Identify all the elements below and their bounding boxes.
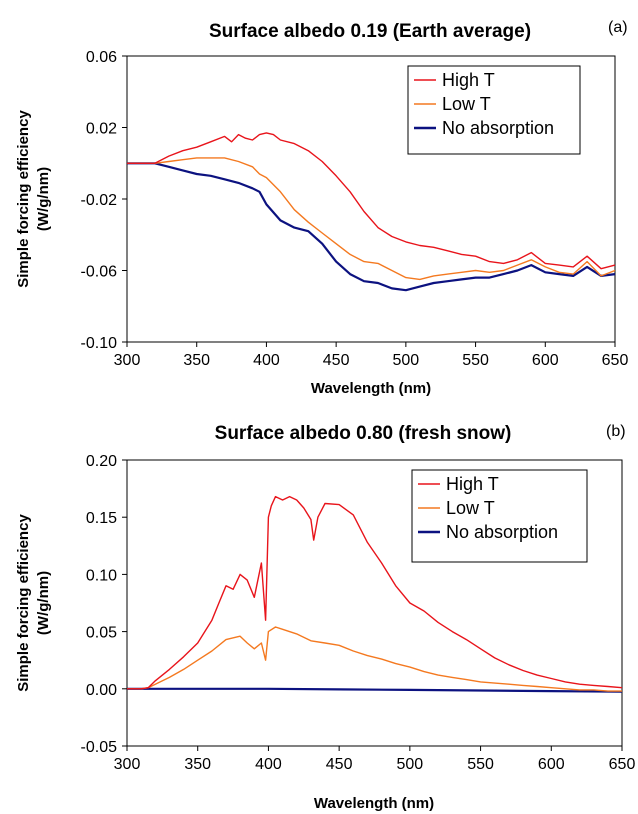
y-axis-label: Simple forcing efficiency (W/g/nm) bbox=[15, 110, 52, 288]
x-tick-label: 550 bbox=[462, 352, 489, 369]
x-tick-label: 300 bbox=[114, 756, 141, 773]
chart-title: Surface albedo 0.80 (fresh snow) bbox=[215, 423, 512, 444]
x-tick-label: 300 bbox=[114, 352, 141, 369]
chart-panel-a: Surface albedo 0.19 (Earth average) (a) … bbox=[15, 19, 628, 397]
x-tick-label: 600 bbox=[532, 352, 559, 369]
x-tick-label: 550 bbox=[467, 756, 494, 773]
series-line-no-absorption bbox=[127, 162, 616, 292]
x-tick-label: 400 bbox=[255, 756, 282, 773]
x-tick-label: 350 bbox=[183, 352, 210, 369]
y-tick-labels: -0.05 0.00 0.05 0.10 0.15 0.20 bbox=[81, 453, 127, 756]
x-tick-labels: 300 350 400 450 500 550 600 650 bbox=[114, 342, 629, 369]
series-line-low-t bbox=[127, 626, 622, 692]
chart-panel-b: Surface albedo 0.80 (fresh snow) (b) -0.… bbox=[15, 423, 635, 812]
x-axis-label: Wavelength (nm) bbox=[311, 380, 431, 397]
series-line-high-t bbox=[127, 132, 616, 270]
y-tick-label: -0.02 bbox=[81, 192, 118, 209]
x-tick-label: 650 bbox=[602, 352, 629, 369]
x-tick-label: 450 bbox=[323, 352, 350, 369]
y-tick-label: 0.00 bbox=[86, 682, 117, 699]
legend-entry-label: Low T bbox=[442, 94, 491, 114]
y-axis-label-line2: (W/g/nm) bbox=[35, 167, 52, 231]
legend: High T Low T No absorption bbox=[411, 469, 588, 563]
legend-entry-label: No absorption bbox=[446, 522, 558, 542]
x-tick-labels: 300 350 400 450 500 550 600 650 bbox=[114, 746, 636, 773]
y-axis-label-line1: Simple forcing efficiency bbox=[15, 110, 32, 288]
series-line-low-t bbox=[127, 157, 616, 281]
plot-area-frame bbox=[126, 459, 623, 747]
series-layer bbox=[127, 132, 616, 292]
legend-entry-label: High T bbox=[442, 70, 495, 90]
y-tick-label: -0.06 bbox=[81, 264, 118, 281]
legend-entry-label: High T bbox=[446, 474, 499, 494]
y-axis-label-line1: Simple forcing efficiency bbox=[15, 514, 32, 692]
x-tick-label: 500 bbox=[393, 352, 420, 369]
y-tick-label: 0.10 bbox=[86, 567, 117, 584]
y-axis-label-line2: (W/g/nm) bbox=[35, 571, 52, 635]
legend-box bbox=[411, 469, 588, 563]
y-tick-label: -0.10 bbox=[81, 335, 118, 352]
legend-entry-label: Low T bbox=[446, 498, 495, 518]
x-tick-label: 450 bbox=[326, 756, 353, 773]
y-tick-label: 0.05 bbox=[86, 625, 117, 642]
x-tick-label: 350 bbox=[184, 756, 211, 773]
x-axis-label: Wavelength (nm) bbox=[314, 795, 434, 812]
y-tick-label: 0.02 bbox=[86, 121, 117, 138]
y-tick-labels: -0.10 -0.06 -0.02 0.02 0.06 bbox=[81, 49, 127, 352]
x-tick-label: 600 bbox=[538, 756, 565, 773]
x-tick-label: 500 bbox=[397, 756, 424, 773]
panel-label: (b) bbox=[606, 423, 626, 440]
x-tick-label: 650 bbox=[609, 756, 636, 773]
chart-title: Surface albedo 0.19 (Earth average) bbox=[209, 21, 531, 42]
y-tick-label: 0.06 bbox=[86, 49, 117, 66]
series-line-no-absorption bbox=[127, 687, 623, 693]
series-layer bbox=[127, 495, 623, 693]
y-axis-label: Simple forcing efficiency (W/g/nm) bbox=[15, 514, 52, 692]
y-tick-label: 0.20 bbox=[86, 453, 117, 470]
legend-entry-label: No absorption bbox=[442, 118, 554, 138]
y-tick-label: 0.15 bbox=[86, 510, 117, 527]
legend: High T Low T No absorption bbox=[407, 65, 581, 155]
legend-box bbox=[407, 65, 581, 155]
panel-label: (a) bbox=[608, 19, 628, 36]
series-line-high-t bbox=[127, 495, 623, 690]
y-tick-label: -0.05 bbox=[81, 739, 118, 756]
x-tick-label: 400 bbox=[253, 352, 280, 369]
